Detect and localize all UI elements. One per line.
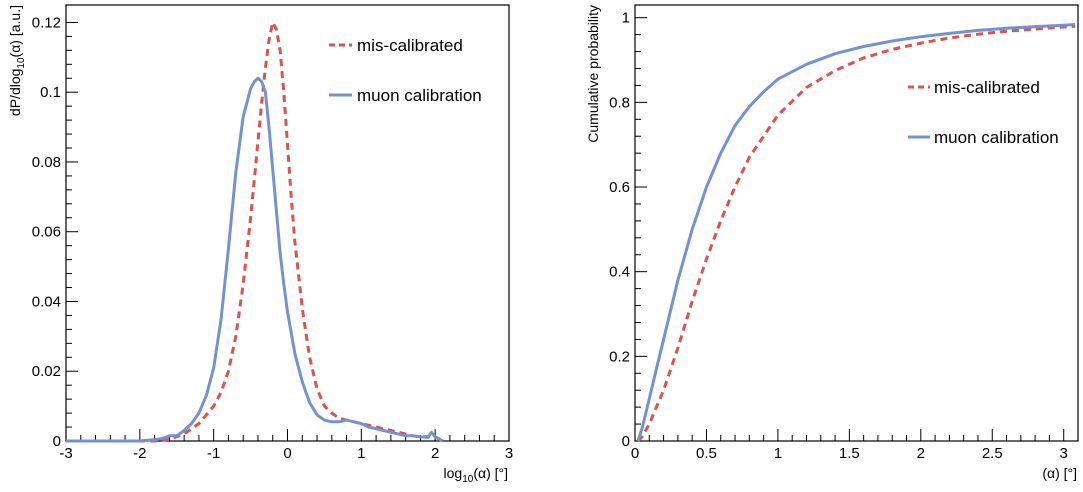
right-x-tick-label: 1.5 — [839, 445, 860, 462]
left-x-tick-label: 0 — [283, 445, 291, 462]
legend-label-mis-calibrated: mis-calibrated — [934, 78, 1040, 97]
left-y-tick-label: 0.12 — [32, 14, 61, 31]
left-x-tick-label: -3 — [59, 445, 72, 462]
left-y-tick-label: 0 — [53, 433, 61, 450]
right-y-tick-label: 0.2 — [609, 348, 630, 365]
left-series-muon-calibration — [66, 76, 444, 443]
left-y-axis-label: dP/dlog10(α) [a.u.] — [7, 5, 27, 116]
left-plot-frame — [65, 4, 510, 442]
right-x-tick-label: 2 — [917, 445, 925, 462]
left-y-tick-label: 0.08 — [32, 154, 61, 171]
left-y-tick-label: 0.1 — [40, 84, 61, 101]
right-x-axis-label: (α) [°] — [1042, 465, 1077, 481]
right-chart-panel: 0 0.5 1 1.5 2 2.5 3 0 0.2 0.4 0.6 0.8 1 mis-calibrat… — [585, 4, 1079, 481]
left-x-tick-label: -2 — [133, 445, 146, 462]
right-x-tick-label: 1 — [774, 445, 782, 462]
right-plot-frame — [634, 4, 1079, 442]
right-y-tick-label: 0.4 — [609, 264, 630, 281]
left-x-tick-label: 1 — [357, 445, 365, 462]
left-x-tick-label: 3 — [505, 445, 513, 462]
legend-label-muon-calibration: muon calibration — [934, 128, 1059, 147]
left-x-tick-label: -1 — [207, 445, 220, 462]
right-x-tick-label: 0 — [631, 445, 639, 462]
right-y-tick-label: 0 — [622, 433, 630, 450]
right-x-tick-label: 3 — [1060, 445, 1068, 462]
right-y-tick-label: 0.6 — [609, 179, 630, 196]
left-x-axis-label: log10(α) [°] — [444, 465, 509, 485]
legend-label-muon-calibration: muon calibration — [357, 86, 482, 105]
left-chart-panel: -3 -2 -1 0 1 2 3 0 0.02 0.04 0.06 0.08 0.1 0.12 mis-c… — [7, 4, 513, 485]
right-y-axis-label: Cumulative probability — [585, 5, 601, 143]
left-x-tick-label: 2 — [431, 445, 439, 462]
left-y-tick-label: 0.06 — [32, 224, 61, 241]
right-series-muon-calibration — [636, 23, 1076, 442]
left-series-mis-calibrated — [66, 20, 444, 443]
right-series-mis-calibrated — [636, 24, 1076, 443]
left-y-tick-label: 0.02 — [32, 363, 61, 380]
right-x-tick-label: 2.5 — [982, 445, 1003, 462]
right-y-tick-label: 1 — [622, 10, 630, 27]
right-y-tick-label: 0.8 — [609, 94, 630, 111]
legend-label-mis-calibrated: mis-calibrated — [357, 36, 463, 55]
left-y-tick-label: 0.04 — [32, 293, 61, 310]
right-x-tick-label: 0.5 — [696, 445, 717, 462]
right-legend: mis-calibrated muon calibration — [908, 78, 1059, 147]
left-legend: mis-calibrated muon calibration — [329, 36, 482, 105]
